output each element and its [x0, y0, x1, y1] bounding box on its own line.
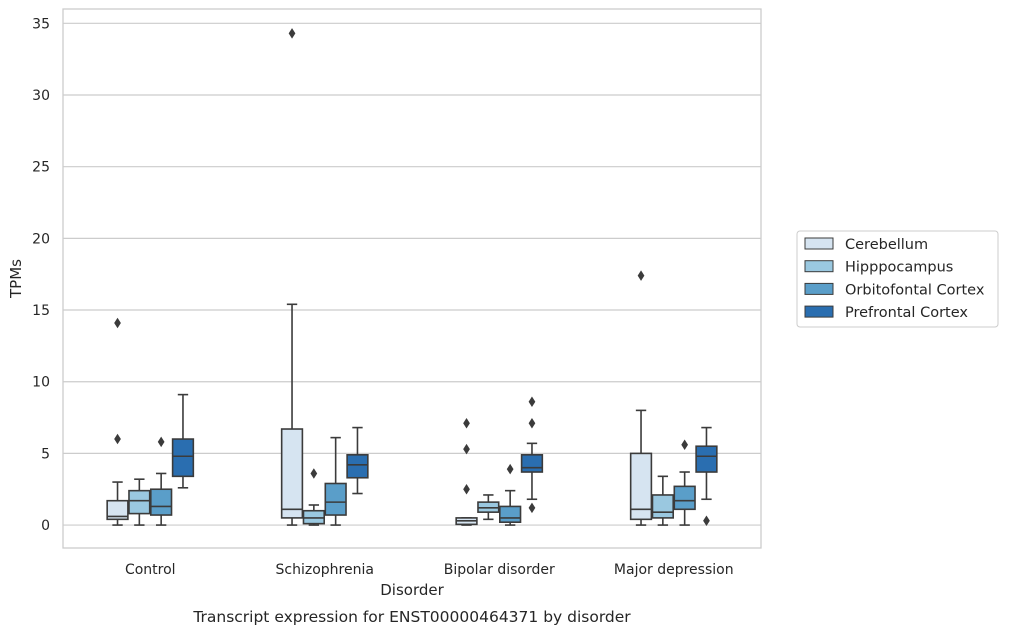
- y-tick-label: 30: [32, 88, 50, 104]
- outlier-point: [463, 483, 470, 495]
- legend: Cerebellum Hipppocampus Orbitofontal Corte…: [796, 230, 999, 328]
- box-prefrontal-cortex: [695, 426, 718, 527]
- box-body: [651, 494, 675, 519]
- x-tick-label: Bipolar disorder: [444, 562, 555, 578]
- outlier-point: [157, 436, 165, 448]
- chart-caption: Transcript expression for ENST0000046437…: [192, 608, 631, 626]
- box-body: [106, 499, 129, 521]
- box-body: [149, 488, 173, 516]
- x-axis-label: Disorder: [380, 581, 444, 599]
- outlier-point: [114, 433, 121, 445]
- box-cerebellum: [106, 317, 129, 526]
- box-body: [520, 454, 544, 473]
- box-body: [346, 454, 369, 479]
- box-body: [280, 428, 304, 519]
- box-cerebellum: [629, 270, 653, 526]
- box-body: [498, 505, 522, 523]
- box-prefrontal-cortex: [346, 426, 369, 495]
- box-cerebellum: [455, 418, 478, 526]
- gridlines: [63, 22, 761, 526]
- x-tick-label: Control: [125, 562, 176, 578]
- y-tick-label: 20: [32, 231, 50, 247]
- legend-label: Hipppocampus: [845, 260, 953, 276]
- outlier-point: [637, 270, 645, 281]
- outlier-point: [703, 515, 710, 527]
- legend-label: Prefrontal Cortex: [845, 305, 968, 321]
- outlier-point: [463, 443, 470, 455]
- box-hipppocampus: [128, 478, 151, 526]
- box-hipppocampus: [302, 468, 326, 526]
- box-series: [106, 28, 718, 527]
- box-body: [629, 452, 653, 521]
- box-orbitofontal-cortex: [673, 439, 696, 526]
- outlier-point: [528, 502, 536, 514]
- legend-swatch: [804, 305, 834, 318]
- legend-swatch: [804, 260, 834, 273]
- y-tick-label: 0: [41, 518, 50, 534]
- outlier-point: [463, 418, 470, 429]
- plot-frame: [62, 8, 762, 549]
- y-axis-label: TPMs: [7, 259, 25, 299]
- legend-swatch: [804, 282, 834, 295]
- box-hipppocampus: [477, 494, 500, 521]
- x-tick-label: Schizophrenia: [276, 562, 374, 578]
- box-body: [128, 489, 151, 515]
- legend-frame: [796, 230, 999, 328]
- y-tick-label: 35: [32, 16, 50, 32]
- box-hipppocampus: [651, 475, 675, 526]
- x-tick-label: Major depression: [614, 562, 734, 578]
- box-orbitofontal-cortex: [149, 436, 173, 526]
- box-body: [171, 438, 195, 478]
- box-prefrontal-cortex: [520, 396, 544, 514]
- box-orbitofontal-cortex: [324, 436, 347, 526]
- box-body: [324, 482, 347, 516]
- legend-label: Cerebellum: [845, 237, 928, 253]
- outlier-point: [310, 468, 318, 479]
- outlier-point: [114, 317, 121, 329]
- outlier-point: [528, 396, 536, 408]
- outlier-point: [681, 439, 689, 451]
- box-prefrontal-cortex: [171, 393, 195, 489]
- outlier-point: [528, 418, 536, 429]
- box-cerebellum: [280, 28, 304, 526]
- outlier-point: [506, 463, 514, 475]
- x-tick-labels: Control Schizophrenia Bipolar disorder Majo…: [125, 562, 734, 578]
- legend-swatch: [804, 237, 834, 250]
- box-body: [695, 445, 718, 473]
- box-orbitofontal-cortex: [498, 463, 522, 526]
- y-tick-label: 15: [32, 303, 50, 319]
- y-tick-label: 25: [32, 160, 50, 176]
- y-tick-label: 5: [41, 446, 50, 462]
- outlier-point: [288, 28, 296, 39]
- box-body: [673, 485, 696, 511]
- y-tick-label: 10: [32, 375, 50, 391]
- y-tick-labels: 0 5 10 15 20 25 30 35: [32, 16, 50, 534]
- legend-label: Orbitofontal Cortex: [845, 282, 985, 298]
